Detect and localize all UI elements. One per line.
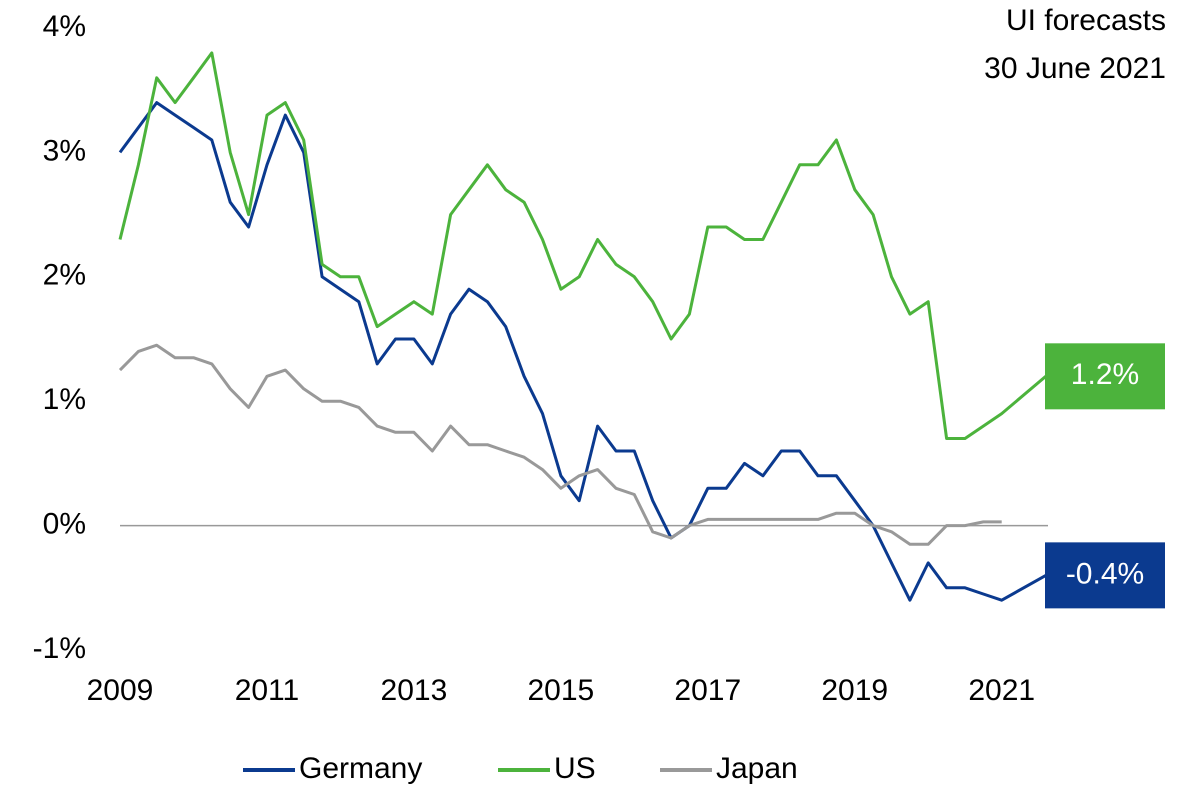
annotation-label: -0.4% xyxy=(1066,557,1144,590)
series-line xyxy=(118,101,1047,602)
x-tick-label: 2021 xyxy=(968,674,1035,707)
series-line xyxy=(118,51,1047,440)
y-tick-label: -1% xyxy=(33,632,86,665)
y-tick-label: 4% xyxy=(43,10,86,43)
x-tick-label: 2019 xyxy=(821,674,888,707)
series-line xyxy=(118,343,1002,546)
y-tick-label: 2% xyxy=(43,259,86,292)
legend-label: Germany xyxy=(299,752,422,785)
y-tick-label: 3% xyxy=(43,134,86,167)
chart-subtitle: 30 June 2021 xyxy=(984,52,1166,85)
x-tick-label: 2017 xyxy=(674,674,741,707)
annotation-box xyxy=(1045,542,1165,609)
legend-label: Japan xyxy=(716,752,798,785)
annotation-box xyxy=(1045,343,1165,410)
y-tick-label: 1% xyxy=(43,383,86,416)
y-tick-label: 0% xyxy=(43,508,86,541)
x-tick-label: 2015 xyxy=(527,674,594,707)
x-tick-label: 2011 xyxy=(235,674,300,707)
annotation-label: 1.2% xyxy=(1071,358,1139,391)
x-tick-label: 2009 xyxy=(87,674,154,707)
legend-label: US xyxy=(554,752,596,785)
chart-title: UI forecasts xyxy=(1006,4,1166,37)
x-tick-label: 2013 xyxy=(381,674,448,707)
